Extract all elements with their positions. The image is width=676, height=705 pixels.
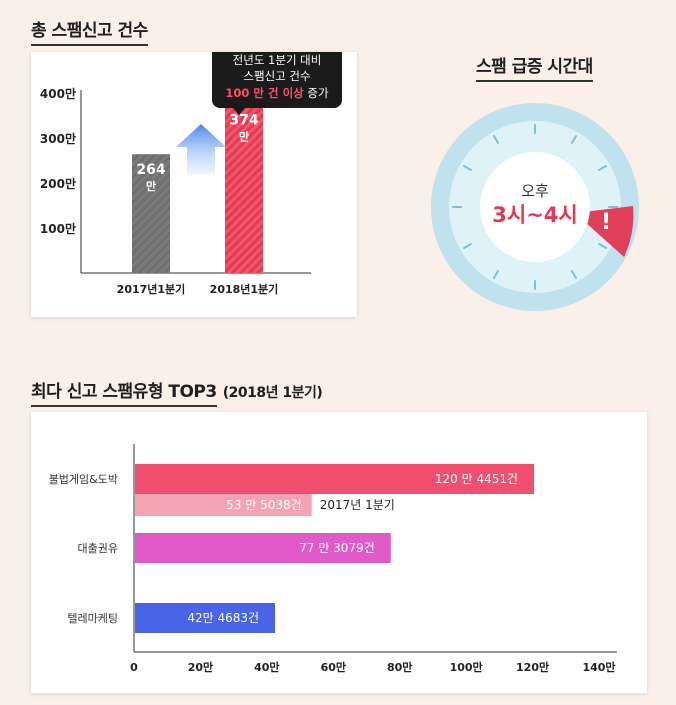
bar-value-label: 42만 4683건 bbox=[187, 611, 259, 625]
y-tick-label: 200만 bbox=[40, 176, 76, 191]
category-label: 불법게임&도박 bbox=[49, 473, 118, 486]
bar-2018-0 bbox=[135, 464, 535, 494]
bar-2017-0 bbox=[135, 494, 312, 516]
peak-time-wedge bbox=[575, 206, 634, 257]
bar-value-label: 374 만 bbox=[229, 113, 258, 144]
clock-period: 오후 bbox=[521, 182, 549, 200]
clock-center bbox=[480, 152, 590, 262]
callout-highlight: 100 만 건 이상 bbox=[225, 86, 304, 100]
callout-tail: 증가 bbox=[304, 86, 329, 100]
x-tick-label: 2017년1분기 bbox=[117, 282, 186, 296]
bar-value-label: 77 만 3079건 bbox=[299, 541, 375, 555]
x-tick-label: 40만 bbox=[254, 660, 279, 674]
x-tick-label: 2018년1분기 bbox=[210, 282, 279, 296]
clock-tick bbox=[571, 134, 577, 144]
increase-callout: 전년도 1분기 대비 스팸신고 건수 100 만 건 이상 증가 bbox=[212, 40, 342, 115]
bar-2017 bbox=[132, 154, 170, 273]
y-tick-label: 100만 bbox=[40, 221, 76, 236]
peak-time-clock: ! 오후 3시~4시 bbox=[431, 103, 639, 311]
total-reports-title: 총 스팸신고 건수 bbox=[31, 16, 148, 46]
category-label: 텔레마케팅 bbox=[67, 612, 118, 625]
y-tick-label: 300만 bbox=[40, 131, 76, 146]
top3-title: 최다 신고 스팸유형 TOP3 bbox=[31, 377, 217, 407]
increase-arrow-icon bbox=[176, 124, 226, 174]
category-label: 대출권유 bbox=[78, 542, 118, 555]
bar-value-label: 120 만 4451건 bbox=[435, 472, 518, 486]
x-tick-label: 120만 bbox=[516, 660, 549, 674]
alert-icon: ! bbox=[601, 210, 611, 235]
total-reports-card: 100만 200만 300만 400만 264 만 374 만 2017년1분기 2018년1… bbox=[31, 40, 357, 317]
clock-tick bbox=[598, 165, 608, 171]
x-tick-label: 100만 bbox=[450, 660, 483, 674]
x-tick-label: 140만 bbox=[582, 660, 615, 674]
clock-tick bbox=[462, 243, 472, 249]
callout-line1: 전년도 1분기 대비 bbox=[233, 53, 322, 67]
peak-time-heading: 스팸 급증 시간대 bbox=[476, 52, 593, 82]
callout-line2: 스팸신고 건수 bbox=[243, 69, 310, 83]
top3-heading: 최다 신고 스팸유형 TOP3 (2018년 1분기) bbox=[31, 377, 323, 407]
clock-tick bbox=[598, 243, 608, 249]
top3-chart: 0 20만 40만 60만 80만 100만 120만 140만 불법게임&도박대출권유텔레마… bbox=[49, 444, 617, 674]
clock-tick bbox=[571, 270, 577, 280]
x-tick-label: 80만 bbox=[387, 660, 412, 674]
x-tick-label: 0 bbox=[130, 661, 138, 674]
series-2017-label: 2017년 1분기 bbox=[320, 498, 395, 512]
total-reports-heading: 총 스팸신고 건수 bbox=[31, 16, 148, 46]
clock-tick bbox=[493, 270, 499, 280]
peak-time-title: 스팸 급증 시간대 bbox=[476, 52, 593, 82]
clock-tick bbox=[493, 134, 499, 144]
x-tick-label: 20만 bbox=[188, 660, 213, 674]
bar-2018-2 bbox=[135, 603, 276, 633]
bar-value-label: 264 만 bbox=[136, 162, 165, 193]
top3-suffix: (2018년 1분기) bbox=[222, 385, 323, 401]
total-reports-chart: 100만 200만 300만 400만 264 만 374 만 2017년1분기 2018년1… bbox=[40, 40, 342, 296]
callout-line3: 100 만 건 이상 증가 bbox=[225, 86, 329, 100]
bar-2018 bbox=[225, 104, 263, 273]
bar-2018-1 bbox=[135, 533, 391, 563]
clock-ticks bbox=[452, 124, 618, 290]
clock-tick bbox=[462, 165, 472, 171]
x-tick-label: 60만 bbox=[321, 660, 346, 674]
clock-range: 3시~4시 bbox=[492, 203, 577, 227]
y-tick-label: 400만 bbox=[40, 86, 76, 101]
bar-value-label: 53 만 5038건 bbox=[226, 498, 302, 512]
